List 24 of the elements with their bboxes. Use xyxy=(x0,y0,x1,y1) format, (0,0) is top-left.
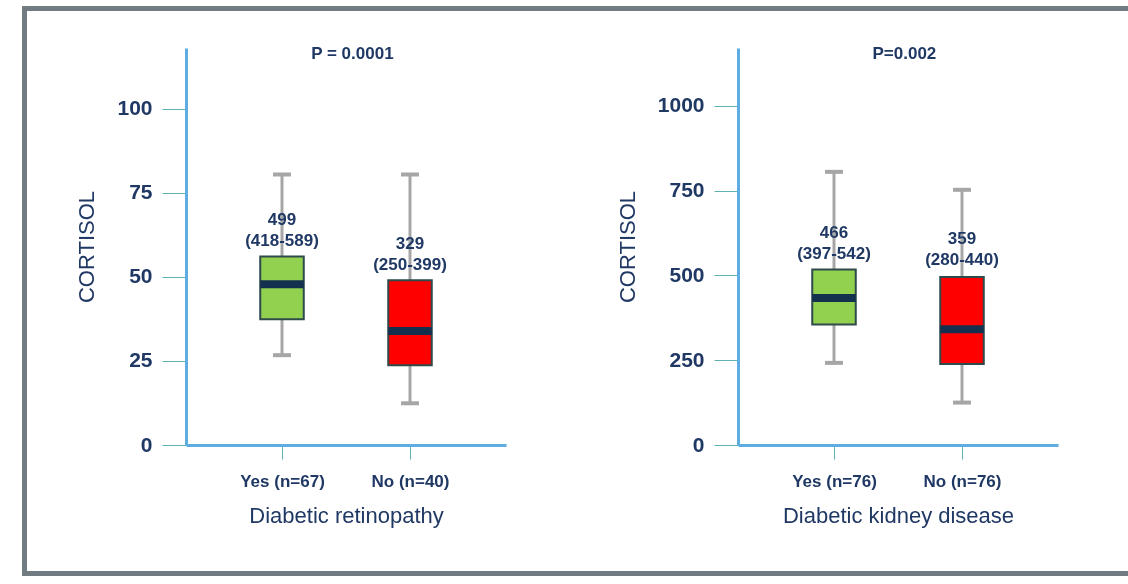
y-tick-label: 250 xyxy=(669,347,705,371)
y-tick-label: 25 xyxy=(129,348,153,372)
y-axis-title: CORTISOL xyxy=(74,190,100,304)
y-tick-label: 750 xyxy=(669,178,705,202)
y-axis-title: CORTISOL xyxy=(614,190,640,304)
x-tick-label: No (n=40) xyxy=(371,471,450,491)
annotation: P = 0.0001 xyxy=(311,44,394,63)
x-axis-title: Diabetic retinopathy xyxy=(249,502,444,528)
y-tick-label: 1000 xyxy=(657,93,705,117)
annotation: 329 (250-399) xyxy=(373,233,447,274)
x-tick-label: Yes (n=67) xyxy=(240,471,325,491)
y-tick-label: 500 xyxy=(669,262,705,286)
annotation: 359 (280-440) xyxy=(925,229,999,270)
y-tick-label: 0 xyxy=(140,432,153,456)
y-tick-label: 100 xyxy=(117,96,153,120)
x-tick-label: No (n=76) xyxy=(923,471,1002,491)
y-tick-label: 75 xyxy=(129,180,153,204)
y-tick-label: 0 xyxy=(692,432,705,456)
x-tick-label: Yes (n=76) xyxy=(792,471,877,491)
annotation: 499 (418-589) xyxy=(245,210,319,251)
annotation: 466 (397-542) xyxy=(797,222,871,263)
x-axis-title: Diabetic kidney disease xyxy=(782,502,1015,528)
annotation: P=0.002 xyxy=(872,44,937,63)
y-tick-label: 50 xyxy=(129,264,153,288)
